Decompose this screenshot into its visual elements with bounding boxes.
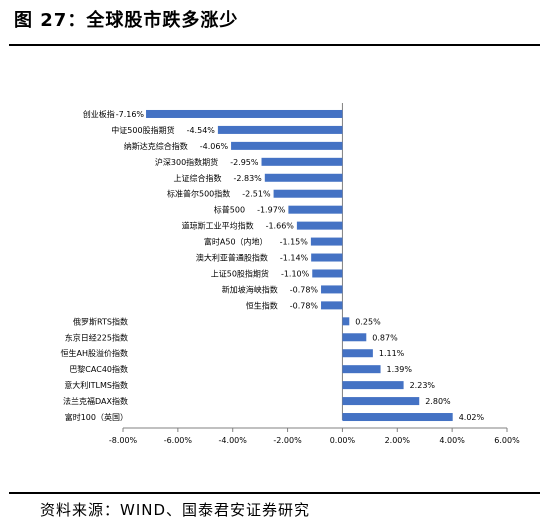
bar bbox=[273, 189, 343, 198]
data-label: 2.80% bbox=[425, 397, 451, 406]
x-tick-label: -8.00% bbox=[109, 436, 138, 445]
source-note: 资料来源：WIND、国泰君安证券研究 bbox=[40, 501, 311, 519]
category-label: 中证500股指期货 bbox=[111, 125, 174, 135]
category-label: 上证50股指期货 bbox=[211, 268, 269, 278]
bar bbox=[231, 141, 343, 150]
data-label: -2.51% bbox=[242, 190, 271, 199]
bar bbox=[311, 253, 343, 262]
x-tick-label: -4.00% bbox=[219, 436, 248, 445]
category-label: 俄罗斯RTS指数 bbox=[73, 316, 128, 326]
bar bbox=[261, 157, 343, 166]
category-label: 富时100（英国） bbox=[65, 412, 128, 422]
category-label: 东京日经225指数 bbox=[65, 332, 128, 342]
data-label: -1.97% bbox=[257, 206, 286, 215]
bar bbox=[288, 205, 343, 214]
bar bbox=[342, 381, 404, 390]
data-label: 1.11% bbox=[379, 349, 405, 358]
bar bbox=[342, 333, 367, 342]
category-label: 纳斯达克综合指数 bbox=[124, 141, 188, 151]
bar bbox=[217, 125, 343, 134]
data-label: -1.66% bbox=[266, 222, 295, 231]
bar bbox=[342, 413, 453, 422]
data-label: -0.78% bbox=[290, 301, 319, 310]
data-label: -1.15% bbox=[280, 238, 309, 247]
x-tick-label: 0.00% bbox=[330, 436, 356, 445]
source-rule bbox=[9, 492, 540, 494]
figure-title: 图 27：全球股市跌多涨少 bbox=[14, 10, 239, 31]
data-label: -0.78% bbox=[290, 285, 319, 294]
category-label: 富时A50（内地） bbox=[204, 237, 268, 247]
x-tick-label: 6.00% bbox=[494, 436, 520, 445]
x-tick-label: -2.00% bbox=[273, 436, 302, 445]
data-label: 0.25% bbox=[355, 317, 381, 326]
bar bbox=[342, 365, 381, 374]
data-label: 1.39% bbox=[387, 365, 413, 374]
category-label: 新加坡海峡指数 bbox=[222, 284, 278, 294]
data-label: -7.16% bbox=[116, 110, 145, 119]
category-label: 澳大利亚普通股指数 bbox=[196, 253, 268, 263]
bar bbox=[321, 301, 343, 310]
bar bbox=[321, 285, 343, 294]
category-label: 巴黎CAC40指数 bbox=[69, 364, 128, 374]
bar bbox=[312, 269, 343, 278]
bar bbox=[342, 397, 420, 406]
x-tick-label: 4.00% bbox=[439, 436, 465, 445]
title-rule bbox=[9, 44, 540, 46]
data-label: -4.06% bbox=[200, 142, 229, 151]
x-tick-label: 2.00% bbox=[385, 436, 411, 445]
bar bbox=[342, 317, 350, 326]
data-label: -1.10% bbox=[281, 269, 310, 278]
bar bbox=[264, 173, 343, 182]
data-label: -1.14% bbox=[280, 254, 309, 263]
bar bbox=[310, 237, 343, 246]
bar bbox=[296, 221, 343, 230]
category-label: 恒生AH股溢价指数 bbox=[61, 348, 129, 358]
category-label: 沪深300指数期货 bbox=[155, 157, 218, 167]
category-label: 上证综合指数 bbox=[173, 173, 221, 183]
category-label: 意大利ITLMS指数 bbox=[64, 380, 128, 390]
category-label: 道琼斯工业平均指数 bbox=[182, 221, 254, 231]
data-label: 2.23% bbox=[410, 381, 436, 390]
category-label: 标准普尔500指数 bbox=[167, 189, 230, 199]
category-label: 创业板指 bbox=[83, 109, 115, 119]
data-label: 4.02% bbox=[459, 413, 485, 422]
category-label: 恒生指数 bbox=[246, 300, 278, 310]
data-label: -2.83% bbox=[233, 174, 262, 183]
category-label: 法兰克福DAX指数 bbox=[63, 396, 128, 406]
x-tick-label: -6.00% bbox=[164, 436, 193, 445]
data-label: -4.54% bbox=[187, 126, 216, 135]
data-label: 0.87% bbox=[372, 333, 398, 342]
bar bbox=[146, 109, 343, 118]
bar bbox=[342, 349, 373, 358]
category-label: 标普500 bbox=[214, 205, 245, 215]
data-label: -2.95% bbox=[230, 158, 259, 167]
